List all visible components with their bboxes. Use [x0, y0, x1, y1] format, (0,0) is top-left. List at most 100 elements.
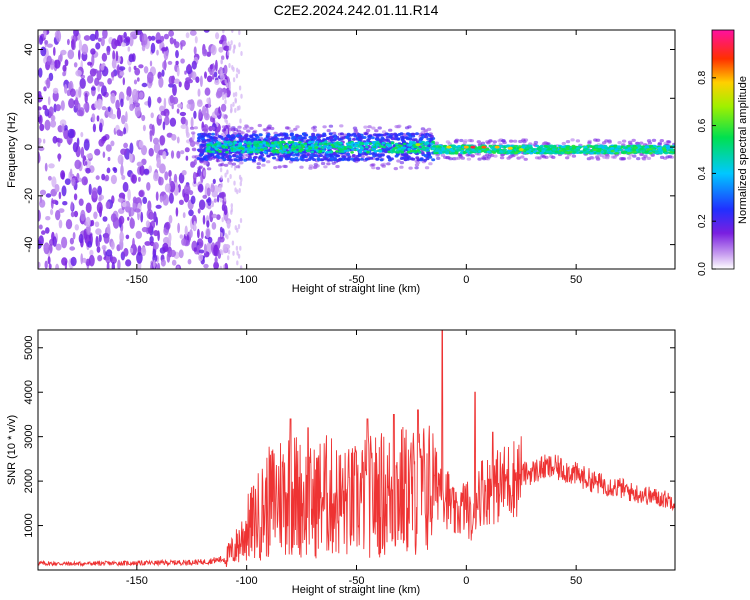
- band-core-cell: [382, 145, 386, 149]
- noise-cell: [113, 167, 118, 173]
- noise-cell: [153, 172, 159, 182]
- band-halo-cell: [466, 157, 472, 161]
- band-halo-cell: [434, 141, 439, 145]
- band-halo-cell: [326, 129, 331, 133]
- noise-cell: [73, 193, 78, 201]
- band-halo-cell: [617, 141, 622, 145]
- noise-cell: [187, 99, 194, 105]
- noise-cell: [60, 100, 65, 111]
- band-cell: [196, 157, 201, 160]
- band-halo-cell: [512, 139, 518, 143]
- band-cell: [396, 137, 401, 141]
- y-tick-label: 40: [23, 43, 35, 55]
- noise-cell: [156, 157, 162, 167]
- band-cell: [385, 135, 390, 139]
- noise-cell: [117, 64, 120, 76]
- noise-cell: [181, 170, 187, 176]
- band-cell: [411, 132, 416, 136]
- noise-cell: [116, 107, 121, 120]
- noise-cell: [193, 159, 197, 166]
- noise-cell: [48, 106, 54, 117]
- x-tick-label: 0: [463, 274, 469, 286]
- band-halo-cell: [207, 157, 213, 161]
- spectrogram-axes: -150 -100 -50 0 50 -40 -20 0 20 40: [23, 30, 675, 286]
- band-halo-cell: [575, 139, 581, 143]
- band-right-cell: [525, 150, 530, 153]
- x-tick-label: -100: [236, 274, 258, 286]
- noise-cell: [101, 106, 107, 111]
- band-cell: [362, 136, 367, 139]
- noise-cell: [147, 200, 152, 212]
- band-halo-cell: [589, 155, 594, 160]
- noise-cell: [227, 255, 230, 261]
- noise-cell: [67, 49, 75, 60]
- band-halo-cell: [639, 141, 644, 145]
- band-core-cell: [412, 144, 416, 147]
- noise-cell: [121, 175, 126, 180]
- noise-cell: [222, 91, 225, 97]
- band-halo-cell: [322, 125, 327, 129]
- noise-cell: [100, 85, 107, 97]
- noise-cell: [162, 151, 167, 160]
- band-right-cell: [517, 145, 522, 148]
- noise-cell: [72, 142, 78, 153]
- noise-cell: [226, 234, 229, 240]
- noise-cell: [71, 177, 76, 187]
- band-halo-cell: [453, 157, 458, 161]
- noise-cell: [85, 216, 91, 228]
- noise-cell: [67, 82, 72, 90]
- noise-cell: [165, 221, 171, 230]
- band-halo-cell: [595, 156, 600, 160]
- noise-cell: [171, 134, 177, 141]
- band-halo-cell: [371, 163, 376, 167]
- band-cell: [301, 155, 306, 159]
- noise-cell: [99, 122, 103, 133]
- noise-cell: [110, 113, 117, 120]
- noise-cell: [182, 212, 186, 219]
- noise-cell: [38, 261, 41, 269]
- noise-cell: [150, 112, 154, 119]
- noise-cell: [232, 92, 236, 98]
- band-core-cell: [421, 140, 426, 144]
- noise-cell: [38, 146, 45, 152]
- noise-cell: [97, 37, 102, 42]
- noise-cell: [55, 263, 60, 269]
- band-halo-cell: [299, 165, 304, 169]
- noise-cell: [138, 64, 144, 69]
- colorbar-label: Normalized spectral amplitude: [737, 76, 749, 224]
- noise-cell: [73, 210, 79, 218]
- band-cell: [377, 133, 382, 137]
- band-right-cell: [434, 151, 439, 155]
- band-core-cell: [390, 141, 395, 145]
- band-halo-cell: [371, 166, 376, 170]
- band-halo-cell: [502, 141, 507, 145]
- noise-cell: [176, 108, 180, 114]
- noise-cell: [184, 225, 188, 237]
- noise-cell: [175, 207, 179, 217]
- noise-cell: [125, 259, 132, 267]
- noise-cell: [238, 174, 242, 180]
- noise-cell: [162, 242, 169, 252]
- noise-cell: [98, 234, 102, 243]
- noise-cell: [58, 138, 63, 144]
- noise-cell: [240, 93, 243, 99]
- band-core-cell: [371, 141, 376, 144]
- noise-cell: [61, 236, 68, 249]
- noise-cell: [104, 174, 110, 182]
- band-core-cell: [310, 143, 315, 147]
- band-cell: [228, 158, 233, 162]
- noise-cell: [125, 111, 128, 123]
- band-halo-cell: [414, 166, 419, 170]
- y-tick-label: 20: [23, 92, 35, 104]
- noise-cell: [123, 127, 127, 135]
- noise-cell: [127, 188, 131, 201]
- noise-cell: [227, 50, 230, 56]
- band-core-cell: [275, 149, 280, 152]
- noise-cell: [206, 228, 210, 238]
- band-core-cell: [253, 141, 258, 145]
- band-core-cell: [292, 147, 296, 151]
- colorbar-tick-label: 0.6: [697, 118, 708, 132]
- band-right-cell: [473, 150, 478, 153]
- noise-cell: [152, 254, 158, 263]
- noise-cell: [138, 190, 144, 197]
